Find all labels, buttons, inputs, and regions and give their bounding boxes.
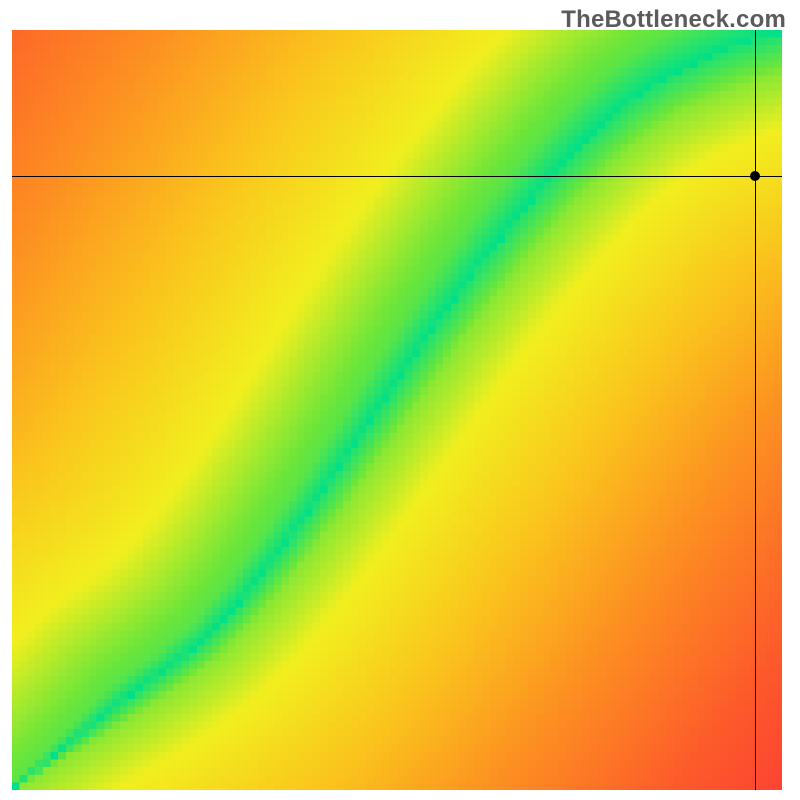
root: TheBottleneck.com (0, 0, 800, 800)
crosshair-horizontal (12, 176, 782, 177)
crosshair-vertical (755, 30, 756, 790)
heatmap-plot (12, 30, 782, 790)
crosshair-marker (750, 171, 760, 181)
watermark-label: TheBottleneck.com (561, 6, 786, 34)
heatmap-canvas (12, 30, 782, 790)
